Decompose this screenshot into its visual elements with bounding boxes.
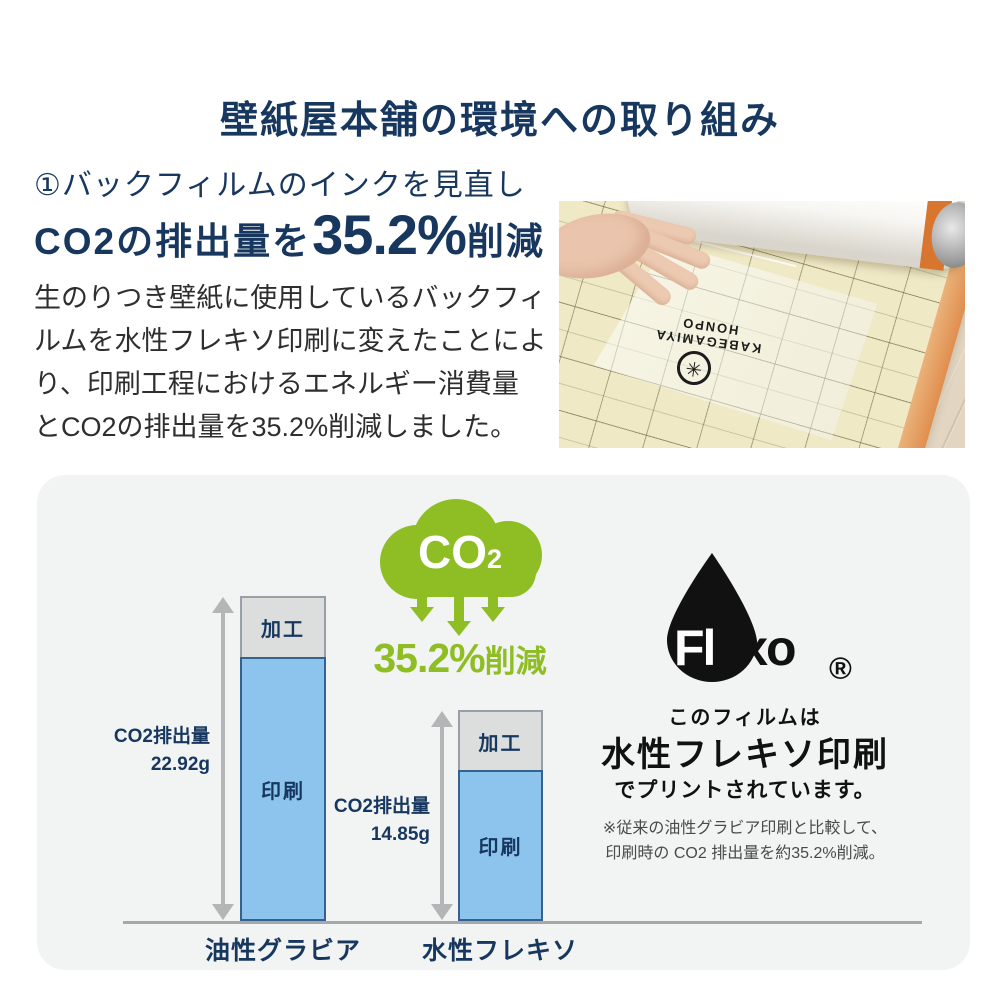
bar-segment-printing: 印刷 [458,770,543,921]
arrow-head [447,621,471,636]
section-heading: ①バックフィルムのインクを見直し [34,169,526,202]
bar-segment-processing: 加工 [240,596,326,657]
arrow-shaft [221,611,225,906]
flexo-caption-line2: 水性フレキソ印刷 [601,736,889,774]
headline-suffix: 削減 [466,221,545,262]
flexo-logo-text: Flexo [674,620,797,676]
reduction-suffix: 削減 [484,644,547,679]
co2-reduction-headline: CO2の排出量を 35.2% 削減 [34,202,545,267]
bar-oil-gravure: 加工 印刷 [240,596,326,921]
total-label-title: CO2排出量 [113,726,210,747]
flexo-caption-line3: でプリントされています。 [614,779,876,802]
page-title: 壁紙屋本舗の環境への取り組み [219,100,780,143]
arrow-head [410,607,434,622]
range-arrow-icon [431,711,453,920]
intro-paragraph: 生のりつき壁紙に使用しているバックフィ ルムを水性フレキソ印刷に変えたことによ … [34,277,554,449]
x-axis-line [123,921,922,924]
total-emission-label-1: CO2排出量 22.92g [77,723,210,779]
registered-trademark-icon: ® [829,651,852,686]
total-label-value: 22.92g [150,754,210,775]
arrow-shaft [454,593,464,621]
paragraph-line: ルムを水性フレキソ印刷に変えたことによ [34,326,547,356]
reduction-value: 35.2% [373,635,485,681]
flexo-text-white: Fl [674,620,716,676]
total-emission-label-2: CO2排出量 14.85g [297,793,430,849]
arrow-shaft [488,593,498,607]
paragraph-line: り、印刷工程におけるエネルギー消費量 [34,369,519,399]
down-arrow-icon [481,593,505,633]
paragraph-line: とCO2の排出量を35.2%削減しました。 [34,412,518,442]
headline-percentage: 35.2% [312,203,467,266]
arrow-head [481,607,505,622]
bar-segment-printing: 印刷 [240,657,326,921]
headline-prefix: CO2の排出量を [34,221,312,262]
reduction-percentage-caption: 35.2%削減 [320,635,600,682]
cloud-sub-2: 2 [486,544,503,574]
arrow-head-down [212,904,234,920]
bar-segment-processing: 加工 [458,710,543,770]
arrow-head-up [431,711,453,727]
category-label-oil-gravure: 油性グラビア [204,937,361,965]
flexo-note-line1: ※従来の油性グラビア印刷と比較して、 [602,820,888,837]
range-arrow-icon [212,597,234,920]
down-arrow-icon [410,593,434,633]
down-arrow-icon [447,593,471,648]
flexo-droplet-icon [666,553,757,683]
flexo-note-line2: 印刷時の CO2 排出量を約35.2%削減。 [605,845,885,862]
flexo-caption-line1: このフィルムは [668,707,822,729]
total-label-title: CO2排出量 [333,796,430,817]
co2-cloud-icon: CO2 [378,499,542,599]
total-label-value: 14.85g [370,824,430,845]
product-photo: KABEGAMIYA HONPO ✳ [559,201,965,448]
bar-water-flexo: 加工 印刷 [458,710,543,921]
category-label-water-flexo: 水性フレキソ [421,937,578,965]
co2-comparison-panel: 加工 印刷 加工 印刷 CO2排出量 22.92g CO2排出量 14.85g … [37,475,970,970]
paragraph-line: 生のりつき壁紙に使用しているバックフィ [34,283,546,313]
flexo-text-black: exo [714,620,796,676]
cloud-part [386,547,536,597]
cloud-co2-text: CO2 [378,529,542,575]
hand [559,201,721,309]
arrow-shaft [417,593,427,607]
arrow-head-up [212,597,234,613]
arrow-head-down [431,904,453,920]
cloud-co-label: CO [417,526,487,578]
arrow-shaft [440,725,444,906]
